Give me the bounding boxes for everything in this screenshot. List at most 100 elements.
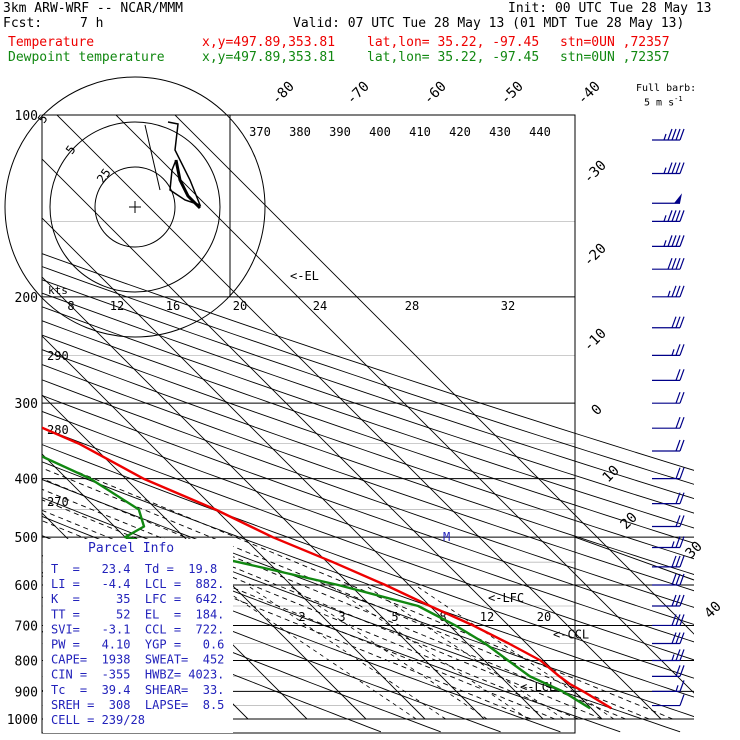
mixing-ratio-line: [217, 584, 417, 720]
isotherm-label: -60: [421, 79, 450, 108]
hodo-ring-label: 25: [94, 166, 114, 186]
hodo-trace-low: [174, 159, 202, 210]
parcel-row: PW = 4.10 YGP = 0.6: [51, 638, 224, 652]
isotherm-label: 0: [589, 402, 606, 419]
pressure-label-200: 200: [15, 291, 38, 306]
isotherm: [0, 115, 12, 719]
hodo-ring-label: 5: [63, 143, 79, 157]
barb-full: [679, 694, 685, 706]
ccl-marker: <-CCL: [553, 628, 589, 642]
barb-half: [663, 167, 667, 174]
barb-full: [679, 515, 685, 527]
isotherm-label: -20: [581, 241, 610, 270]
hodo-x-label: 8: [67, 299, 74, 313]
theta-side-label: 270: [47, 495, 69, 509]
hodo-trace: [167, 121, 202, 207]
mixing-ratio-label: 12: [480, 610, 494, 624]
barb-full: [675, 128, 681, 141]
barb-full: [675, 235, 681, 247]
wind-barb: [652, 257, 685, 270]
dewpoint-latlon: lat,lon= 35.22, -97.45: [367, 50, 540, 65]
isotherm: [42, 394, 367, 720]
isotherm-label: -40: [575, 79, 604, 108]
barb-full: [679, 594, 685, 607]
hodo-x-label: 20: [233, 299, 247, 313]
wind-barb: [652, 369, 685, 381]
el-marker: <-EL: [290, 269, 319, 283]
isotherm: [42, 335, 426, 720]
barb-full: [675, 439, 681, 452]
theta-label: 430: [489, 125, 511, 139]
pressure-label-500: 500: [15, 531, 38, 546]
barb-full: [675, 649, 681, 661]
model-title: 3km ARW-WRF -- NCAR/MMM: [3, 1, 184, 16]
barb-full: [671, 555, 677, 568]
barb-full: [671, 235, 677, 247]
parcel-row: CIN = -355 HWBZ= 4023.: [51, 668, 224, 682]
pressure-label-300: 300: [15, 397, 38, 412]
pressure-label-100: 100: [15, 109, 38, 124]
temperature-legend: Temperature: [8, 35, 95, 50]
parcel-box-bg: [43, 539, 233, 733]
barb-half: [671, 541, 675, 548]
barb-full: [671, 594, 677, 607]
wind-barb: [652, 573, 685, 586]
dry-adiabat: [42, 334, 694, 560]
dry-adiabat: [42, 320, 694, 544]
mixing-ratio-label: 8: [439, 610, 446, 624]
barb-full: [679, 257, 685, 270]
barb-full: [675, 467, 681, 479]
barb-full: [675, 257, 681, 270]
barb-half: [667, 290, 671, 298]
hodo-ring: [49, 121, 221, 293]
barb-full: [671, 573, 677, 586]
dry-adiabat: [42, 253, 694, 471]
barb-full: [675, 536, 681, 548]
barb-full: [667, 162, 673, 174]
dewpoint-stn: stn=0UN ,72357: [560, 50, 670, 65]
dry-adiabat: [42, 394, 694, 625]
fcst-label: Fcst:: [3, 16, 43, 31]
frame-diagonal: [574, 536, 695, 581]
barb-full: [679, 416, 685, 429]
isotherm-label: 40: [702, 599, 725, 622]
barb-full: [679, 536, 685, 548]
wind-barb: [652, 694, 685, 707]
dry-adiabat: [42, 306, 694, 529]
dry-adiabat: [42, 461, 694, 698]
parcel-row: SVI= -3.1 CCL = 722.: [51, 622, 224, 636]
wind-barb: [652, 467, 685, 480]
isotherm: [42, 158, 603, 720]
dry-adiabat: [42, 349, 694, 575]
dry-adiabat: [42, 427, 694, 661]
barb-full: [675, 416, 681, 429]
barb-full: [679, 128, 685, 141]
wind-barb: [652, 594, 685, 607]
wind-barb: [652, 649, 685, 662]
hodo-unit-label: kts: [48, 284, 68, 297]
parcel-info-box: Parcel Info T = 23.4 Td = 19.8LI = -4.4 L…: [43, 539, 233, 733]
lfc-marker: <-LFC: [488, 591, 524, 605]
wind-barb: [652, 515, 685, 528]
barb-full: [679, 632, 685, 644]
barb-full: [675, 573, 681, 586]
hodo-x-label: 16: [166, 299, 180, 313]
wind-barb: [652, 210, 685, 222]
dewpoint-xy: x,y=497.89,353.81: [202, 50, 336, 65]
parcel-row: SREH = 308 LAPSE= 8.5: [51, 698, 224, 712]
barb-full: [679, 492, 685, 504]
barb-full: [679, 439, 685, 452]
wind-barb: [652, 193, 682, 204]
barb-flag: [674, 193, 682, 204]
theta-label: 390: [329, 125, 351, 139]
hodo-x-label: 28: [405, 299, 419, 313]
mixing-ratio-label: 3: [338, 610, 345, 624]
barb-full: [679, 391, 685, 404]
barb-half: [663, 133, 667, 141]
barb-full: [679, 369, 685, 381]
barb-full: [675, 162, 681, 174]
init-time: Init: 00 UTC Tue 28 May 13: [508, 1, 712, 16]
isotherm-label: -70: [344, 79, 373, 108]
barb-full: [675, 665, 681, 677]
